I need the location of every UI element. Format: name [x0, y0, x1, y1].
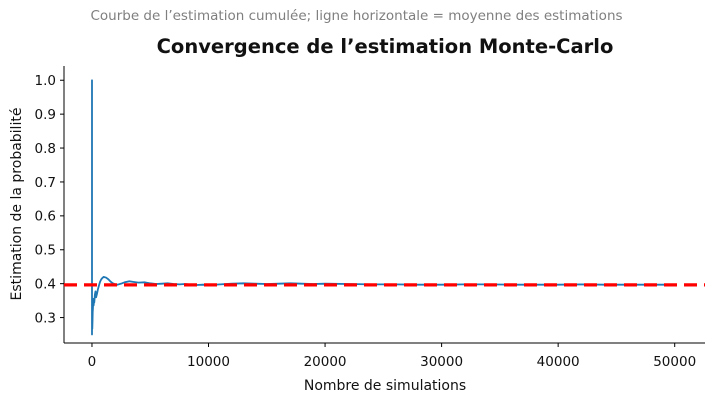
y-tick-label: 0.6 [35, 209, 56, 225]
y-axis-label: Estimation de la probabilité [9, 107, 25, 301]
cumulative-estimate-line [91, 79, 676, 336]
figure-subtitle: Courbe de l’estimation cumulée; ligne ho… [90, 8, 623, 24]
x-tick-label: 20000 [304, 354, 347, 370]
y-tick-label: 0.8 [35, 141, 56, 157]
y-tick-label: 0.9 [35, 107, 56, 123]
x-tick-label: 0 [88, 354, 97, 370]
y-tick-label: 0.3 [35, 310, 56, 326]
y-tick-label: 0.5 [35, 243, 56, 259]
x-tick-label: 50000 [653, 354, 696, 370]
x-axis-label: Nombre de simulations [303, 378, 467, 394]
y-tick-label: 0.4 [35, 276, 56, 292]
x-tick-label: 30000 [420, 354, 463, 370]
x-tick-label: 10000 [187, 354, 230, 370]
x-tick-label: 40000 [537, 354, 580, 370]
y-tick-label: 1.0 [35, 73, 56, 89]
chart-title: Convergence de l’estimation Monte-Carlo [156, 35, 614, 58]
y-tick-label: 0.7 [35, 175, 56, 191]
